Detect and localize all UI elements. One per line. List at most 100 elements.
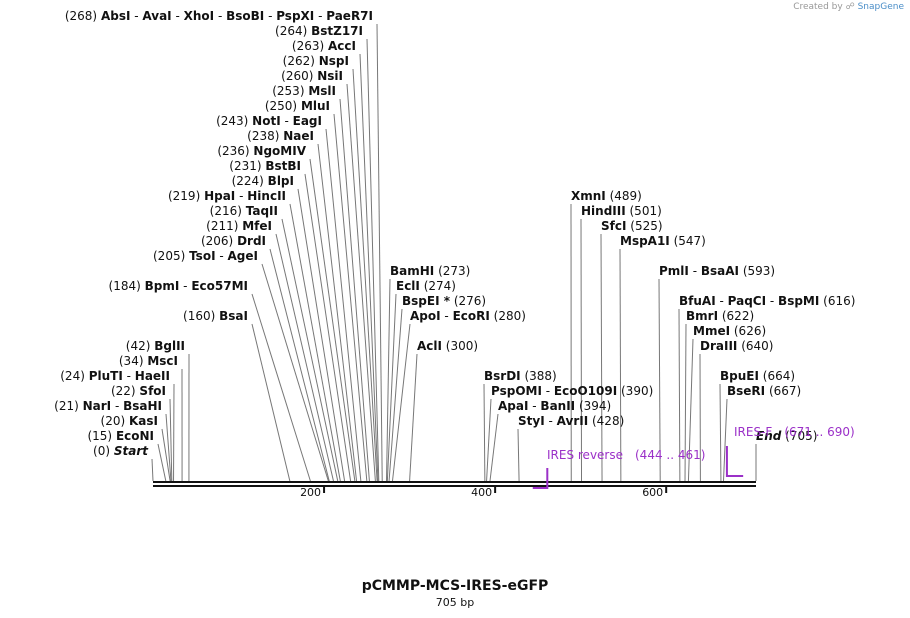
- site-label-ngomiv: (236) NgoMIV: [217, 144, 306, 158]
- leader-line-acci: [359, 53, 379, 482]
- site-label-mmei: MmeI (626): [693, 324, 766, 338]
- site-label-xmni: XmnI (489): [571, 189, 642, 203]
- ruler-ticks: 200 400 600: [300, 486, 668, 499]
- leader-line-bsrdi: [483, 383, 486, 482]
- leader-line-ngomiv: [309, 158, 356, 482]
- site-label-bsai: (160) BsaI: [183, 309, 248, 323]
- leader-line-styi: [517, 428, 520, 482]
- site-label-hindiii: HindIII (501): [581, 204, 662, 218]
- credit-prefix: Created by: [793, 2, 843, 12]
- leader-line-noti: [325, 128, 362, 482]
- leader-line-pspomi: [486, 398, 492, 482]
- leader-line-bstz17i: [366, 38, 380, 482]
- leader-line-acli: [409, 353, 418, 482]
- leader-line-bseri: [722, 398, 728, 482]
- site-label-tsoi: (205) TsoI - AgeI: [153, 249, 258, 263]
- leader-line-hpai: [289, 203, 341, 482]
- leader-line-bsai: [251, 323, 291, 482]
- primer-features: IRES reverse (444 .. 461) IRES-F (671 .. 69…: [532, 425, 855, 489]
- site-label-bstz17i: (264) BstZ17I: [275, 24, 363, 38]
- site-label-sfoi: (22) SfoI: [111, 384, 166, 398]
- site-label-pmli: PmlI - BsaAI (593): [659, 264, 775, 278]
- leader-line-bpmi: [251, 293, 311, 482]
- leader-line-apai: [489, 413, 499, 482]
- primer-arrow-ires-reverse: [532, 468, 549, 489]
- site-label-bfuai: BfuAI - PaqCI - BspMI (616): [679, 294, 855, 308]
- leader-line-mfei: [275, 233, 334, 482]
- leader-line-bamhi: [386, 278, 391, 482]
- site-label-taqii: (216) TaqII: [210, 204, 278, 218]
- site-label-apai: ApaI - BanII (394): [498, 399, 611, 413]
- leader-line-nspi: [352, 68, 378, 482]
- site-label-pluti: (24) PluTI - HaeII: [60, 369, 170, 383]
- site-label-acci: (263) AccI: [292, 39, 356, 53]
- site-label-nari: (21) NarI - BsaHI: [54, 399, 162, 413]
- sequence-backbone: [153, 481, 756, 487]
- site-label-bstbi: (231) BstBI: [229, 159, 301, 173]
- site-label-msli: (253) MslI: [272, 84, 336, 98]
- site-label-start: (0) Start: [93, 444, 149, 458]
- ruler-tick-label: 400: [471, 486, 492, 499]
- site-leader-lines: [151, 23, 757, 482]
- primer-label-ires-reverse: IRES reverse (444 .. 461): [547, 448, 705, 462]
- leader-line-taqii: [281, 218, 339, 482]
- site-labels: (0) Start(15) EcoNI(20) KasI(21) NarI - …: [54, 9, 855, 458]
- primer-arrow-ires-f: [725, 446, 744, 477]
- site-label-hpai: (219) HpaI - HincII: [168, 189, 286, 203]
- site-label-end: End (705): [756, 429, 817, 443]
- site-label-mlui: (250) MluI: [265, 99, 330, 113]
- site-label-draiii: DraIII (640): [700, 339, 773, 353]
- leader-line-bfuai: [678, 308, 681, 482]
- credit-brand: SnapGene: [857, 2, 904, 12]
- snapgene-logo-icon: ☍: [845, 2, 855, 12]
- leader-line-naei: [317, 143, 358, 482]
- site-label-nsii: (260) NsiI: [281, 69, 343, 83]
- map-length: 705 bp: [435, 596, 475, 609]
- site-label-pspomi: PspOMI - EcoO109I (390): [491, 384, 653, 398]
- leader-line-apoi: [391, 323, 411, 482]
- leader-line-nari: [165, 413, 172, 482]
- site-label-noti: (243) NotI - EagI: [216, 114, 322, 128]
- site-label-bsrdi: BsrDI (388): [484, 369, 557, 383]
- site-label-kasi: (20) KasI: [101, 414, 158, 428]
- leader-line-mmei: [687, 338, 694, 482]
- leader-line-msli: [339, 98, 370, 482]
- site-label-bglii: (42) BglII: [126, 339, 185, 353]
- site-label-sfci: SfcI (525): [601, 219, 663, 233]
- ruler-tick-label: 600: [642, 486, 663, 499]
- site-label-nspi: (262) NspI: [283, 54, 349, 68]
- site-label-bamhi: BamHI (273): [390, 264, 470, 278]
- leader-line-start: [151, 458, 154, 482]
- primer-label-ires-f: IRES-F (671 .. 690): [734, 425, 855, 439]
- leader-line-nsii: [346, 83, 376, 482]
- site-label-bseri: BseRI (667): [727, 384, 801, 398]
- leader-line-absi: [376, 23, 383, 482]
- site-label-bpuei: BpuEI (664): [720, 369, 795, 383]
- leader-line-bspei: [388, 308, 403, 482]
- site-label-absi: (268) AbsI - AvaI - XhoI - BsoBI - PspXI…: [65, 9, 373, 23]
- leader-line-econi: [157, 443, 167, 482]
- map-title: pCMMP-MCS-IRES-eGFP: [361, 578, 549, 594]
- leader-line-bstbi: [304, 173, 352, 482]
- site-label-mspa1i: MspA1I (547): [620, 234, 706, 248]
- snapgene-credit: Created by ☍ SnapGene: [793, 2, 904, 12]
- site-label-blpi: (224) BlpI: [232, 174, 294, 188]
- site-label-styi: StyI - AvrII (428): [518, 414, 624, 428]
- leader-line-mspa1i: [619, 248, 622, 482]
- site-label-mfei: (211) MfeI: [206, 219, 272, 233]
- site-label-ecli: EclI (274): [396, 279, 456, 293]
- leader-line-blpi: [297, 188, 346, 482]
- site-label-apoi: ApoI - EcoRI (280): [410, 309, 526, 323]
- leader-line-bmri: [684, 323, 687, 482]
- site-label-bpmi: (184) BpmI - Eco57MI: [109, 279, 248, 293]
- leader-line-sfoi: [169, 398, 173, 482]
- site-label-naei: (238) NaeI: [247, 129, 314, 143]
- site-label-bmri: BmrI (622): [686, 309, 754, 323]
- leader-line-kasi: [161, 428, 171, 482]
- leader-line-drdi: [269, 248, 330, 482]
- site-label-drdi: (206) DrdI: [201, 234, 266, 248]
- leader-line-sfci: [600, 233, 603, 482]
- site-label-msci: (34) MscI: [119, 354, 178, 368]
- site-label-econi: (15) EcoNI: [87, 429, 154, 443]
